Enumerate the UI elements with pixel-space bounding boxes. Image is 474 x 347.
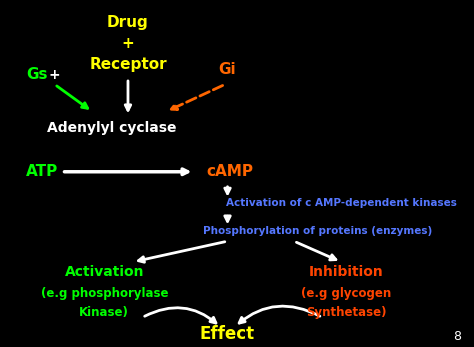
Text: (e.g phosphorylase: (e.g phosphorylase (41, 287, 168, 300)
Text: 8: 8 (454, 330, 461, 343)
Text: Activation: Activation (64, 265, 144, 279)
Text: Gi: Gi (218, 62, 236, 77)
Text: Receptor: Receptor (89, 57, 167, 72)
Text: +: + (49, 68, 60, 82)
Text: cAMP: cAMP (206, 164, 253, 179)
Text: Effect: Effect (200, 325, 255, 343)
Text: Kinase): Kinase) (79, 306, 129, 319)
Text: Gs: Gs (26, 67, 47, 82)
Text: (e.g glycogen: (e.g glycogen (301, 287, 391, 300)
Text: Phosphorylation of proteins (enzymes): Phosphorylation of proteins (enzymes) (203, 226, 432, 236)
Text: Drug: Drug (107, 15, 149, 30)
Text: Activation of c AMP-dependent kinases: Activation of c AMP-dependent kinases (226, 198, 457, 208)
Text: +: + (122, 36, 134, 51)
Text: ATP: ATP (26, 164, 58, 179)
Text: Synthetase): Synthetase) (306, 306, 386, 319)
Text: Adenylyl cyclase: Adenylyl cyclase (46, 121, 176, 135)
Text: Inhibition: Inhibition (309, 265, 383, 279)
